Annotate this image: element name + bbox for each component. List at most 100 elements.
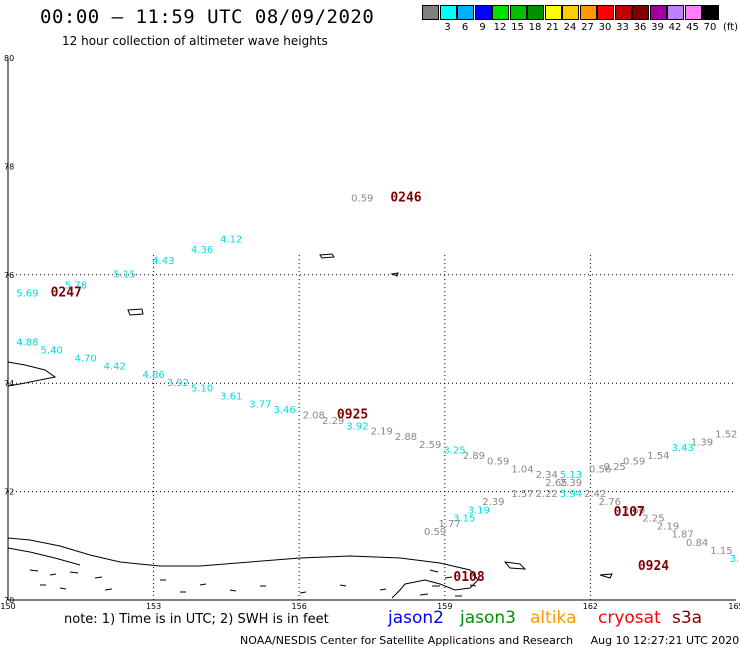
scale-label: 3 (444, 22, 451, 33)
wave-height-value: 2.34 (536, 470, 558, 481)
credit-line: NOAA/NESDIS Center for Satellite Applica… (240, 634, 740, 647)
wave-height-value: 0.56 (589, 465, 611, 476)
scale-swatch (667, 5, 684, 20)
footer-note: note: 1) Time is in UTC; 2) SWH is in fe… (64, 612, 329, 627)
scale-label: 18 (528, 22, 542, 33)
scale-swatch (474, 5, 492, 20)
wave-height-value: 2.19 (371, 427, 393, 438)
latitude-label: 70 (4, 596, 14, 605)
wave-height-value: 1.54 (647, 451, 669, 462)
wave-height-value: 1.04 (511, 465, 533, 476)
map-title: 00:00 — 11:59 UTC 08/09/2020 (40, 6, 375, 28)
wave-height-value: 2.39 (482, 497, 504, 508)
scale-swatch (632, 5, 649, 20)
map-subtitle: 12 hour collection of altimeter wave hei… (62, 34, 328, 48)
wave-height-value: 2.29 (322, 416, 344, 427)
longitude-label: 153 (146, 602, 161, 611)
scale-swatch (562, 5, 579, 20)
scale-swatch (684, 5, 702, 20)
latitude-label: 78 (4, 162, 14, 171)
wave-height-value: 5.15 (113, 270, 135, 281)
observation-layer: 0.59 4.12 4.36 4.43 5.15 5.78 5.69 4.885.40 4.70… (16, 194, 740, 565)
wave-height-value: 5.78 (65, 280, 87, 291)
pass-time-label: 0107 (614, 505, 645, 520)
longitude-label: 162 (583, 602, 598, 611)
axis-labels: 150 153 156 159 162 165 80 78 76 74 72 70 (0, 54, 740, 611)
scale-swatch (457, 5, 474, 20)
longitude-label: 156 (292, 602, 307, 611)
scale-swatch (509, 5, 527, 20)
wave-height-value: 5.10 (191, 383, 213, 394)
wave-height-value: 5.69 (16, 288, 38, 299)
wave-height-value: 3.77 (249, 400, 271, 411)
pass-time-label: 0246 (390, 191, 421, 206)
lat-lon-grid (8, 255, 736, 600)
scale-swatch (492, 5, 509, 20)
wave-height-value: 4.43 (152, 256, 174, 267)
latitude-label: 80 (4, 54, 14, 63)
wave-height-value: 3.92 (167, 378, 189, 389)
coastline (7, 253, 613, 599)
wave-height-value: 2.42 (584, 489, 606, 500)
wave-height-value: 4.70 (75, 354, 97, 365)
wave-height-value: 3.43 (671, 443, 693, 454)
scale-label: 9 (479, 22, 486, 33)
wave-height-value: 0.59 (623, 457, 645, 468)
scale-swatch (544, 5, 562, 20)
scale-label: 12 (493, 22, 507, 33)
wave-height-value: 4.86 (142, 370, 164, 381)
wave-height-value: 3.63 (730, 554, 740, 565)
wave-height-value: 5.40 (41, 345, 63, 356)
longitude-label: 150 (0, 602, 15, 611)
wave-height-value: 1.57 (511, 489, 533, 500)
scale-swatch (702, 5, 719, 20)
wave-height-value: 1.52 (715, 429, 737, 440)
scale-swatch (527, 5, 544, 20)
wave-height-value: 2.88 (395, 432, 417, 443)
wave-height-value: 5.13 (560, 470, 582, 481)
wave-height-value: 4.88 (16, 337, 38, 348)
satellite-jason3: jason3 (460, 608, 516, 628)
scale-swatch (614, 5, 632, 20)
wave-height-value: 2.89 (463, 451, 485, 462)
scale-label: 30 (598, 22, 612, 33)
wave-height-value: 3.46 (274, 405, 296, 416)
wave-height-value: 2.65 (545, 478, 567, 489)
scale-unit: (ft) (722, 22, 739, 33)
scale-label: 21 (546, 22, 559, 33)
satellite-s3a: s3a (672, 608, 703, 628)
wave-height-value: 1.87 (671, 530, 693, 541)
wave-height-value: 3.61 (220, 391, 242, 402)
wave-height-value: 3.25 (443, 446, 465, 457)
wave-height-value: 1.39 (691, 438, 713, 449)
wave-height-value: 4.36 (191, 245, 213, 256)
scale-label: 70 (703, 22, 717, 33)
map-frame (7, 58, 736, 601)
pass-time-label: 0247 (51, 285, 82, 300)
scale-label: 36 (633, 22, 647, 33)
pass-time-label: 0108 (453, 570, 484, 585)
wave-height-value: 1.77 (439, 519, 461, 530)
wave-height-value: 2.59 (419, 440, 441, 451)
wave-height-value: 5.94 (560, 489, 582, 500)
pass-time-label: 0925 (337, 407, 368, 422)
longitude-label: 159 (437, 602, 452, 611)
scale-swatch (597, 5, 614, 20)
wave-height-value: 3.19 (468, 505, 490, 516)
scale-swatch (422, 5, 439, 20)
latitude-label: 72 (4, 488, 14, 497)
wave-height-value: 4.42 (104, 362, 126, 373)
scale-swatch (439, 5, 457, 20)
satellite-cryosat: cryosat (598, 608, 661, 628)
satellite-altika: altika (530, 608, 577, 628)
wave-height-value: 3.15 (453, 513, 475, 524)
wave-height-value: 0.25 (604, 462, 626, 473)
wave-height-value: 0.59 (487, 457, 509, 468)
wave-height-value: 2.39 (560, 478, 582, 489)
scale-label: 45 (686, 22, 699, 33)
wave-height-value: 2.76 (599, 497, 621, 508)
wave-height-value: 2.60 (623, 505, 645, 516)
latitude-label: 74 (4, 379, 14, 388)
longitude-label: 165 (728, 602, 740, 611)
